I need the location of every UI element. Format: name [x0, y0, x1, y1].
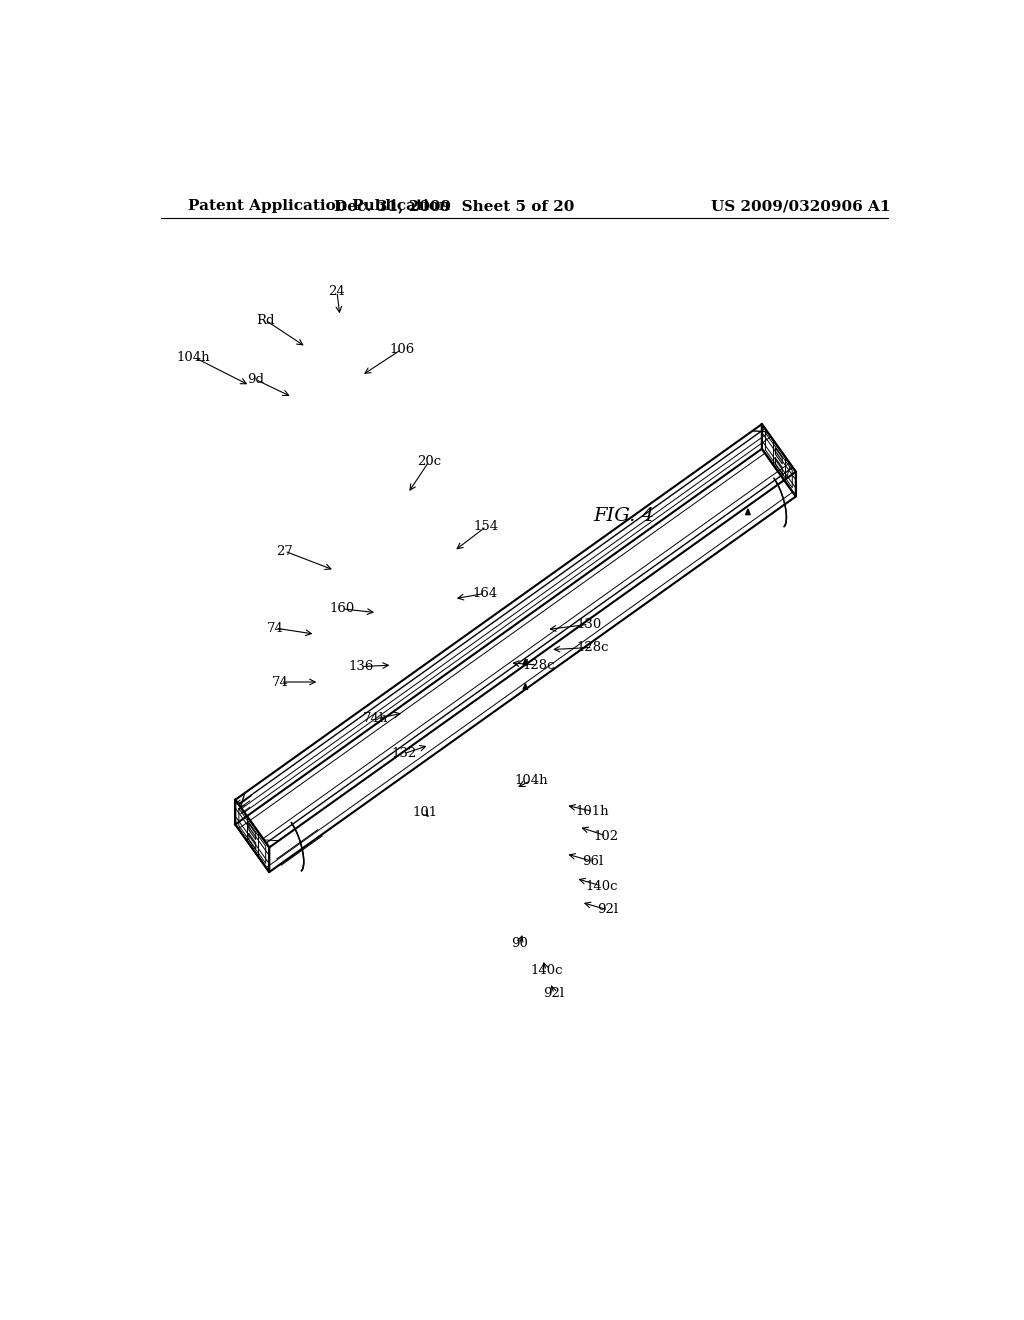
Polygon shape — [775, 458, 782, 474]
Text: 136: 136 — [349, 660, 374, 673]
Text: 27: 27 — [276, 545, 293, 557]
Polygon shape — [523, 684, 527, 689]
Text: 128c: 128c — [522, 659, 555, 672]
Text: 160: 160 — [330, 602, 355, 615]
Text: 101: 101 — [412, 807, 437, 820]
Polygon shape — [249, 834, 256, 849]
Text: 104h: 104h — [514, 774, 548, 787]
Text: 130: 130 — [577, 618, 601, 631]
Text: Dec. 31, 2009  Sheet 5 of 20: Dec. 31, 2009 Sheet 5 of 20 — [334, 199, 574, 213]
Text: 101h: 101h — [575, 805, 609, 818]
Text: Rd: Rd — [256, 314, 274, 326]
Text: Patent Application Publication: Patent Application Publication — [188, 199, 451, 213]
Text: 164: 164 — [472, 587, 498, 601]
Text: 106: 106 — [389, 343, 415, 356]
Text: 92l: 92l — [597, 903, 618, 916]
Polygon shape — [523, 659, 527, 665]
Polygon shape — [249, 824, 256, 840]
Text: 132: 132 — [391, 747, 417, 760]
Text: 140c: 140c — [530, 964, 562, 977]
Text: 104h: 104h — [177, 351, 211, 363]
Text: FIG. 4: FIG. 4 — [593, 507, 654, 525]
Text: 74h: 74h — [362, 713, 388, 726]
Text: 20c: 20c — [417, 454, 441, 467]
Text: 74: 74 — [267, 622, 284, 635]
Polygon shape — [745, 510, 751, 515]
Text: 90: 90 — [511, 937, 527, 950]
Text: 128c: 128c — [577, 640, 609, 653]
Text: 140c: 140c — [586, 879, 618, 892]
Text: 92l: 92l — [544, 987, 564, 1001]
Text: 9d: 9d — [247, 372, 264, 385]
Text: 24: 24 — [329, 285, 345, 298]
Text: 102: 102 — [594, 829, 618, 842]
Text: 154: 154 — [474, 520, 499, 533]
Text: US 2009/0320906 A1: US 2009/0320906 A1 — [711, 199, 890, 213]
Polygon shape — [775, 449, 782, 463]
Text: 96l: 96l — [582, 855, 603, 869]
Text: 74: 74 — [272, 676, 289, 689]
